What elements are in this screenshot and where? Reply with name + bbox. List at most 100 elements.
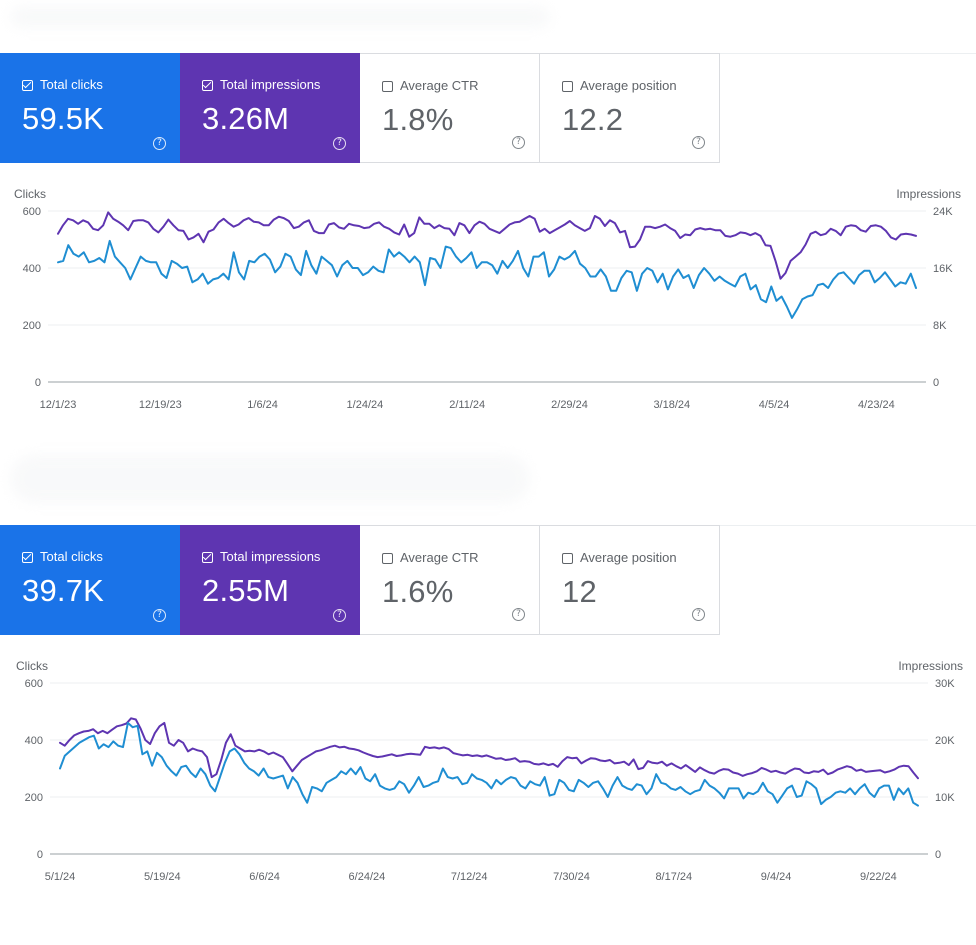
total-impressions-checkbox[interactable]	[202, 551, 213, 563]
left-tick-label: 0	[37, 849, 43, 861]
metric-value: 2.55M	[202, 573, 290, 608]
gridlines	[48, 210, 926, 383]
total-impressions-card[interactable]: Total impressions 2.55M ?	[180, 525, 360, 635]
left-tick-label: 400	[25, 735, 43, 747]
average-position-card[interactable]: Average position 12 ?	[540, 525, 720, 635]
right-axis-ticks: 0 10K 20K 30K	[935, 678, 955, 861]
blurred-header-strip	[10, 455, 530, 503]
blurred-header-strip	[10, 6, 550, 28]
help-icon[interactable]: ?	[153, 609, 166, 622]
total-impressions-checkbox[interactable]	[202, 79, 213, 91]
metric-value: 1.8%	[382, 102, 454, 137]
x-tick-label: 4/5/24	[759, 399, 790, 411]
total-clicks-card[interactable]: Total clicks 59.5K ?	[0, 53, 180, 163]
x-tick-label: 7/30/24	[553, 871, 590, 883]
metric-label: Average CTR	[400, 550, 479, 565]
total-clicks-checkbox[interactable]	[22, 551, 33, 563]
left-axis-ticks: 0 200 400 600	[25, 678, 43, 861]
average-ctr-card[interactable]: Average CTR 1.6% ?	[360, 525, 540, 635]
x-tick-label: 2/11/24	[449, 399, 485, 411]
metric-value: 12.2	[562, 102, 624, 137]
right-tick-label: 30K	[935, 678, 955, 690]
metric-value: 3.26M	[202, 101, 290, 136]
average-ctr-checkbox[interactable]	[382, 80, 393, 92]
x-tick-label: 5/19/24	[144, 871, 181, 883]
total-clicks-checkbox[interactable]	[22, 79, 33, 91]
metric-value: 59.5K	[22, 101, 105, 136]
help-icon[interactable]: ?	[512, 136, 525, 149]
metric-label: Average position	[580, 78, 677, 93]
right-tick-label: 24K	[933, 206, 953, 218]
x-tick-label: 6/6/24	[249, 871, 280, 883]
left-axis-title: Clicks	[16, 659, 48, 673]
metric-value: 39.7K	[22, 573, 105, 608]
help-icon[interactable]: ?	[512, 608, 525, 621]
right-tick-label: 0	[935, 849, 941, 861]
left-axis-title: Clicks	[14, 187, 46, 201]
x-tick-label: 7/12/24	[451, 871, 488, 883]
average-ctr-card[interactable]: Average CTR 1.8% ?	[360, 53, 540, 163]
left-tick-label: 600	[25, 678, 43, 690]
x-axis-ticks: 5/1/24 5/19/24 6/6/24 6/24/24 7/12/24 7/30/24…	[45, 871, 897, 883]
clicks-series-line	[57, 239, 917, 319]
left-tick-label: 600	[23, 206, 41, 218]
metric-label: Total clicks	[40, 549, 103, 564]
help-icon[interactable]: ?	[692, 608, 705, 621]
right-axis-title: Impressions	[896, 187, 961, 201]
metric-label: Average position	[580, 550, 677, 565]
help-icon[interactable]: ?	[153, 137, 166, 150]
metric-label: Total impressions	[220, 77, 321, 92]
gridlines	[50, 682, 928, 855]
right-tick-label: 10K	[935, 792, 955, 804]
left-tick-label: 200	[25, 792, 43, 804]
average-position-checkbox[interactable]	[562, 552, 573, 564]
x-tick-label: 9/4/24	[761, 871, 792, 883]
metric-cards: Total clicks 39.7K ? Total impressions 2…	[0, 525, 720, 635]
x-axis-ticks: 12/1/23 12/19/23 1/6/24 1/24/24 2/11/24 2/29/…	[40, 399, 895, 411]
x-tick-label: 5/1/24	[45, 871, 76, 883]
help-icon[interactable]: ?	[333, 137, 346, 150]
metric-value: 12	[562, 574, 597, 609]
average-position-checkbox[interactable]	[562, 80, 573, 92]
performance-chart: Clicks Impressions 0 200 400 600 0 10K 20K 30K…	[16, 659, 963, 883]
metric-label: Total impressions	[220, 549, 321, 564]
x-tick-label: 8/17/24	[655, 871, 692, 883]
x-tick-label: 9/22/24	[860, 871, 897, 883]
right-tick-label: 20K	[935, 735, 955, 747]
x-tick-label: 12/1/23	[40, 399, 77, 411]
x-tick-label: 1/24/24	[347, 399, 384, 411]
help-icon[interactable]: ?	[333, 609, 346, 622]
left-tick-label: 0	[35, 377, 41, 389]
total-clicks-card[interactable]: Total clicks 39.7K ?	[0, 525, 180, 635]
right-tick-label: 16K	[933, 263, 953, 275]
clicks-series-line	[59, 721, 919, 807]
right-tick-label: 0	[933, 377, 939, 389]
x-tick-label: 1/6/24	[247, 399, 278, 411]
total-impressions-card[interactable]: Total impressions 3.26M ?	[180, 53, 360, 163]
help-icon[interactable]: ?	[692, 136, 705, 149]
metric-label: Total clicks	[40, 77, 103, 92]
metric-value: 1.6%	[382, 574, 454, 609]
series-lines	[59, 717, 919, 807]
metric-cards: Total clicks 59.5K ? Total impressions 3…	[0, 53, 720, 163]
performance-panel-1: Total clicks 59.5K ? Total impressions 3…	[0, 53, 976, 473]
x-tick-label: 12/19/23	[139, 399, 182, 411]
average-position-card[interactable]: Average position 12.2 ?	[540, 53, 720, 163]
metric-label: Average CTR	[400, 78, 479, 93]
left-axis-ticks: 0 200 400 600	[23, 206, 41, 389]
x-tick-label: 3/18/24	[653, 399, 690, 411]
performance-panel-2: Total clicks 39.7K ? Total impressions 2…	[0, 525, 976, 945]
impressions-series-line	[57, 211, 917, 280]
left-tick-label: 400	[23, 263, 41, 275]
impressions-series-line	[59, 717, 919, 780]
x-tick-label: 6/24/24	[349, 871, 386, 883]
left-tick-label: 200	[23, 320, 41, 332]
right-axis-title: Impressions	[898, 659, 963, 673]
series-lines	[57, 211, 917, 319]
x-tick-label: 2/29/24	[551, 399, 588, 411]
right-tick-label: 8K	[933, 320, 947, 332]
x-tick-label: 4/23/24	[858, 399, 895, 411]
average-ctr-checkbox[interactable]	[382, 552, 393, 564]
right-axis-ticks: 0 8K 16K 24K	[933, 206, 953, 389]
